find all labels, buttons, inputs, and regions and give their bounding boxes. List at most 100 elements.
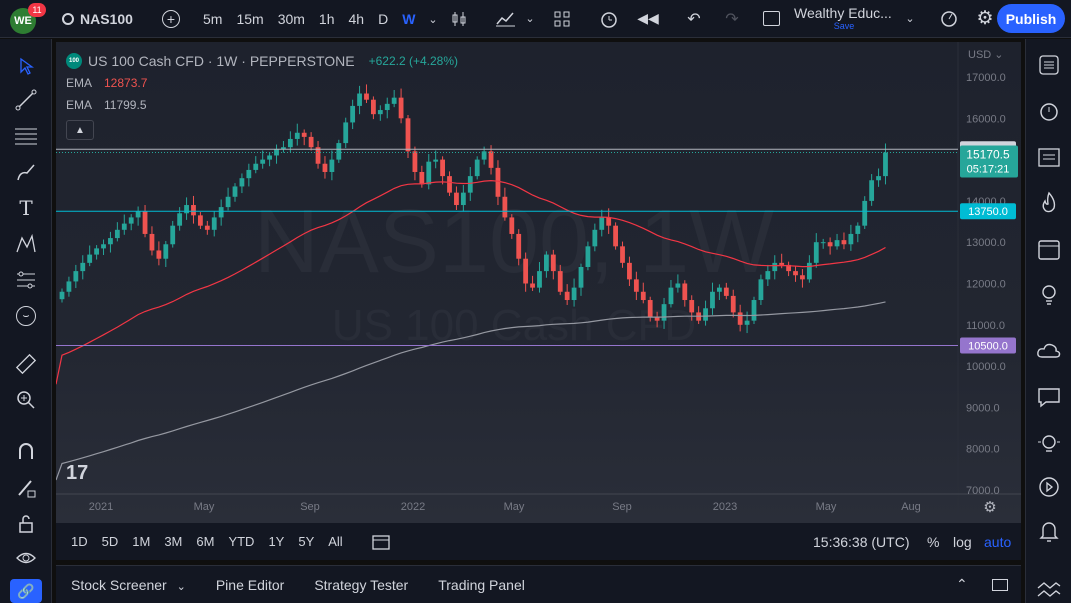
layout-menu-button[interactable]: ⌄ xyxy=(903,0,917,38)
magnet-tool[interactable] xyxy=(10,437,42,467)
auto-toggle[interactable]: auto xyxy=(984,533,1012,550)
watchlist-button[interactable] xyxy=(1032,49,1066,81)
brush-tool[interactable] xyxy=(10,157,42,187)
chevron-up-icon[interactable]: ⌃ xyxy=(956,576,968,592)
ideas-button[interactable] xyxy=(1032,279,1066,311)
range-ytd[interactable]: YTD xyxy=(228,534,255,549)
y-tick-label: 11000.0 xyxy=(966,320,1005,332)
candle-body xyxy=(737,312,743,325)
bottom-panel: Stock Screener ⌄ Pine Editor Strategy Te… xyxy=(56,565,1021,603)
stay-drawing-tool[interactable] xyxy=(10,473,42,503)
layout-name[interactable]: Wealthy Educ... Save xyxy=(794,5,904,31)
object-tree-button[interactable] xyxy=(1032,141,1066,173)
alerts-button[interactable] xyxy=(1032,95,1066,127)
range-3m[interactable]: 3M xyxy=(164,534,183,549)
redo-button[interactable]: ↷ xyxy=(721,0,743,38)
link-tool[interactable]: 🔗 xyxy=(10,579,42,603)
prediction-tool[interactable] xyxy=(10,265,42,295)
user-avatar[interactable]: WE 11 xyxy=(10,3,46,34)
tab-pine-editor[interactable]: Pine Editor xyxy=(215,576,285,593)
go-to-date-button[interactable] xyxy=(370,531,392,553)
percent-toggle[interactable]: % xyxy=(927,533,940,550)
interval-15m[interactable]: 15m xyxy=(236,11,264,27)
candle-body xyxy=(128,217,134,224)
price-chart[interactable]: NAS100, 1W US 100 Cash CFD USD ⌄ 7000.0 8000… xyxy=(56,42,1021,522)
tab-trading-panel[interactable]: Trading Panel xyxy=(438,576,525,593)
interval-5m[interactable]: 5m xyxy=(203,11,223,27)
help-button[interactable] xyxy=(1032,575,1066,603)
range-1m[interactable]: 1M xyxy=(132,534,151,549)
y-tick-label: 13000.0 xyxy=(966,237,1006,249)
replay-button[interactable]: ◀◀ xyxy=(637,0,659,38)
calendar-button[interactable] xyxy=(1032,233,1066,265)
chart-pane[interactable]: NAS100, 1W US 100 Cash CFD USD ⌄ 7000.0 8000… xyxy=(56,42,1021,522)
candle-body xyxy=(73,271,79,282)
range-1y[interactable]: 1Y xyxy=(268,534,285,549)
chat-button[interactable] xyxy=(1032,381,1066,413)
candle-body xyxy=(592,229,598,247)
streams-button[interactable] xyxy=(1032,335,1066,367)
fib-tool[interactable] xyxy=(10,121,42,151)
tab-stock-screener[interactable]: Stock Screener ⌄ xyxy=(56,577,201,593)
notifications-button[interactable] xyxy=(1032,515,1066,547)
candle-body xyxy=(142,211,148,234)
zoom-tool[interactable] xyxy=(10,385,42,415)
interval-d[interactable]: D xyxy=(378,11,389,27)
undo-button[interactable]: ↶ xyxy=(683,0,705,38)
pattern-tool[interactable] xyxy=(10,229,42,259)
hotlist-button[interactable] xyxy=(1032,187,1066,219)
publish-button[interactable]: Publish xyxy=(997,4,1065,33)
tips-button[interactable] xyxy=(1032,427,1066,459)
tab-strategy-tester[interactable]: Strategy Tester xyxy=(314,576,409,593)
chart-type-button[interactable] xyxy=(448,0,470,38)
candle-body xyxy=(793,271,798,276)
zoom-in-icon xyxy=(17,391,35,409)
maximize-panel-icon[interactable] xyxy=(992,578,1008,591)
clock-time[interactable]: 15:36:38 (UTC) xyxy=(813,533,910,550)
x-tick-label: 2023 xyxy=(713,501,737,513)
indicators-button[interactable]: ⌄ xyxy=(492,0,538,38)
lock-tool[interactable] xyxy=(10,509,42,539)
x-tick-label: May xyxy=(504,501,525,513)
legend-title[interactable]: US 100 Cash CFD · 1W · PEPPERSTONE xyxy=(88,53,355,69)
text-tool[interactable]: T xyxy=(10,193,42,223)
hide-tool[interactable] xyxy=(10,543,42,573)
range-5y[interactable]: 5Y xyxy=(298,534,315,549)
candle-body xyxy=(301,132,307,137)
range-5d[interactable]: 5D xyxy=(101,534,119,549)
measure-tool[interactable] xyxy=(10,349,42,379)
chevron-down-icon[interactable]: ⌄ xyxy=(428,13,438,26)
compare-symbol-button[interactable]: + xyxy=(160,0,182,38)
log-toggle[interactable]: log xyxy=(953,533,972,550)
y-tick-label: 17000.0 xyxy=(966,72,1006,84)
collapse-legend-button[interactable]: ▲ xyxy=(66,120,94,140)
candle-body xyxy=(876,176,881,181)
ema-legend-2[interactable]: EMA 11799.5 xyxy=(66,94,458,116)
save-status[interactable]: Save xyxy=(833,21,855,31)
layout-grid-button[interactable] xyxy=(552,0,572,38)
broadcast-button[interactable] xyxy=(1032,471,1066,503)
fullscreen-button[interactable] xyxy=(760,0,782,38)
interval-1h[interactable]: 1h xyxy=(318,11,335,27)
range-1d[interactable]: 1D xyxy=(71,534,88,549)
cursor-tool[interactable] xyxy=(10,51,42,81)
range-6m[interactable]: 6M xyxy=(196,534,215,549)
interval-30m[interactable]: 30m xyxy=(277,11,305,27)
interval-w[interactable]: W xyxy=(402,11,416,27)
settings-button[interactable]: ⚙ xyxy=(974,0,996,38)
alert-button[interactable] xyxy=(598,0,620,38)
interval-4h[interactable]: 4h xyxy=(348,11,365,27)
trend-line-tool[interactable] xyxy=(10,85,42,115)
speedometer-icon xyxy=(941,10,957,27)
range-all[interactable]: All xyxy=(328,534,343,549)
icon-tool[interactable]: ⌣ xyxy=(10,301,42,331)
gear-icon[interactable]: ⚙ xyxy=(983,498,996,516)
range-bar: 1D 5D 1M 3M 6M YTD 1Y 5Y All 15:36:38 (U… xyxy=(56,522,1021,560)
redo-icon: ↷ xyxy=(725,10,739,28)
symbol-search-button[interactable]: NAS100 xyxy=(62,0,133,38)
quick-search-button[interactable] xyxy=(938,0,960,38)
fib-lines-icon xyxy=(15,128,37,145)
candle-body xyxy=(371,99,376,115)
search-icon xyxy=(62,12,74,25)
ema-legend-1[interactable]: EMA 12873.7 xyxy=(66,72,458,94)
